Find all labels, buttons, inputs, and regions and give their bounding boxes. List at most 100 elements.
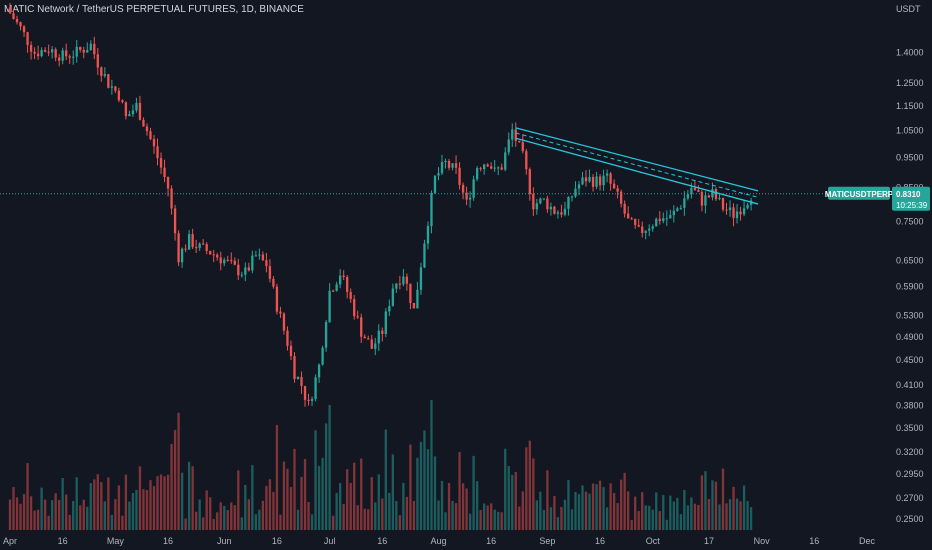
candle-body (363, 336, 366, 339)
volume-bar (634, 496, 637, 530)
candle-body (437, 173, 440, 176)
volume-bar (641, 492, 644, 530)
candle-body (54, 49, 57, 58)
candle-body (563, 208, 567, 215)
candle-body (577, 184, 581, 189)
candle-body (258, 254, 261, 256)
candle-body (374, 343, 377, 349)
volume-bar (279, 514, 282, 530)
candle-body (468, 197, 472, 200)
candle-body (644, 230, 647, 233)
x-tick-label: Jul (324, 536, 336, 546)
volume-bar (630, 520, 633, 530)
candle-body (173, 208, 177, 234)
volume-bar (314, 430, 317, 530)
candle-body (212, 254, 215, 256)
candle-body (391, 288, 394, 306)
volume-bar (490, 503, 493, 530)
volume-bar (82, 499, 85, 530)
candle-body (272, 278, 275, 287)
trendlines[interactable] (515, 127, 759, 205)
time-axis[interactable]: Apr 16 May 16 Jun 16 Jul 16 Aug 16 Sep 16 Oct 17 Nov 16… (3, 536, 876, 546)
volume-bar (398, 515, 402, 530)
volume-bar (261, 500, 265, 530)
candle-body (458, 167, 461, 185)
volume-bar (300, 476, 303, 530)
volume-bar (251, 465, 254, 530)
volume-bar (47, 515, 50, 530)
candle-body (598, 176, 602, 186)
y-tick-label: 0.5300 (896, 311, 924, 321)
volume-bar (293, 448, 296, 530)
candle-body (230, 259, 233, 261)
volume-bar (54, 493, 57, 530)
candle-body (683, 198, 686, 208)
candle-body (539, 198, 542, 204)
candle-body (490, 166, 493, 169)
candle-body (497, 167, 500, 169)
volume-bar (426, 449, 430, 530)
candle-body (177, 233, 180, 263)
volume-bar (296, 509, 300, 530)
volume-bar (265, 485, 268, 530)
candle-body (72, 56, 75, 58)
volume-bar (500, 512, 503, 530)
volume-bar (528, 440, 531, 530)
volume-bar (742, 485, 746, 530)
volume-bar (563, 499, 567, 530)
candle-body (93, 43, 96, 55)
volume-bar (138, 466, 142, 530)
volume-bar (725, 503, 728, 530)
candle-body (26, 32, 29, 45)
candle-body (451, 163, 454, 168)
candle-body (584, 177, 588, 182)
candle-body (226, 259, 229, 261)
candle-body (191, 234, 194, 248)
candle-body (40, 50, 43, 57)
candle-body (117, 90, 121, 101)
price-tag-bg (892, 186, 930, 211)
candle-body (110, 86, 114, 88)
candle-body (353, 299, 356, 317)
volume-bar (437, 500, 440, 530)
candle-body (240, 274, 243, 276)
y-tick-label: 0.5900 (896, 281, 924, 291)
candle-body (619, 191, 623, 204)
candle-body (19, 22, 22, 27)
candle-body (402, 276, 405, 285)
candle-body (528, 169, 531, 195)
trendline (515, 137, 759, 205)
candle-body (289, 345, 293, 357)
volume-bar (258, 509, 261, 530)
price-axis[interactable]: USDT 1.40001.25001.15001.05000.95000.850… (896, 4, 924, 524)
volume-bar (202, 517, 205, 530)
candle-body (317, 364, 321, 378)
volume-bar (110, 514, 114, 530)
candle-body (296, 376, 300, 379)
candle-body (465, 192, 468, 200)
candle-body (721, 197, 725, 210)
volume-bar (627, 491, 630, 530)
volume-bar (454, 503, 458, 530)
candle-body (591, 176, 595, 187)
candle-body (187, 234, 191, 250)
volume-bar (50, 500, 54, 530)
candle-body (483, 164, 486, 170)
volume-bar (721, 468, 725, 530)
volume-bar (612, 493, 616, 530)
volume-bar (707, 499, 711, 530)
volume-bar (567, 480, 570, 530)
volume-bar (61, 477, 64, 530)
volume-bar (553, 495, 556, 530)
volume-bar (65, 494, 68, 530)
volume-bar (637, 511, 640, 530)
candle-body (142, 119, 145, 127)
volume-bar (103, 501, 106, 530)
volume-bar (275, 424, 279, 530)
candle-body (735, 211, 739, 219)
current-price-tag: MATICUSDTPERP 0.8310 10:25:39 (825, 186, 930, 211)
candle-body (184, 248, 187, 250)
candle-body (605, 173, 609, 176)
volume-bar (570, 509, 574, 530)
